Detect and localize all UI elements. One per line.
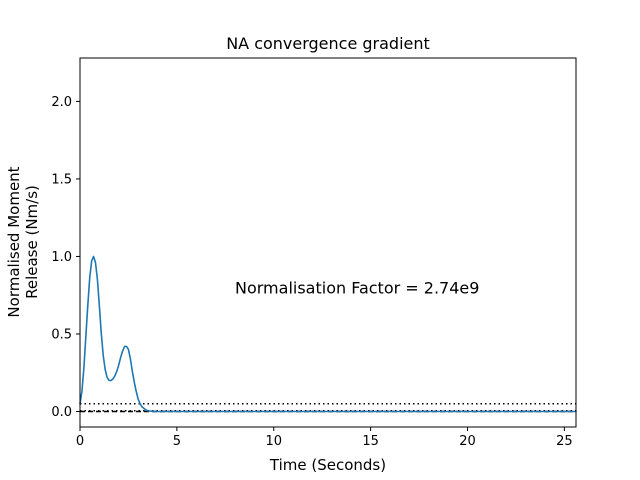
series-line-1 bbox=[79, 255, 577, 413]
plot-frame bbox=[79, 57, 577, 428]
y-axis-label-line-1: Normalised Moment bbox=[5, 166, 23, 317]
x-tick-label: 5 bbox=[173, 434, 181, 449]
x-axis-ticks: 0 5 10 15 20 25 bbox=[76, 427, 573, 449]
x-tick-label: 25 bbox=[556, 434, 573, 449]
plot-area bbox=[79, 255, 577, 413]
y-axis-ticks: 0.0 0.5 1.0 1.5 2.0 bbox=[51, 95, 80, 420]
y-tick-label: 2.0 bbox=[51, 95, 72, 110]
chart-title: NA convergence gradient bbox=[226, 34, 430, 53]
x-tick-label: 15 bbox=[362, 434, 379, 449]
y-axis-label-line-2: Release (Nm/s) bbox=[23, 185, 41, 299]
y-tick-label: 0.5 bbox=[51, 327, 72, 342]
y-tick-label: 1.0 bbox=[51, 250, 72, 265]
x-tick-label: 20 bbox=[459, 434, 476, 449]
y-axis-label-group: Normalised Moment Release (Nm/s) bbox=[5, 166, 41, 317]
y-tick-label: 1.5 bbox=[51, 172, 72, 187]
x-tick-label: 0 bbox=[76, 434, 84, 449]
normalisation-factor-annotation: Normalisation Factor = 2.74e9 bbox=[235, 278, 479, 297]
x-tick-label: 10 bbox=[265, 434, 282, 449]
y-tick-label: 0.0 bbox=[51, 405, 72, 420]
x-axis-label: Time (Seconds) bbox=[269, 456, 386, 474]
